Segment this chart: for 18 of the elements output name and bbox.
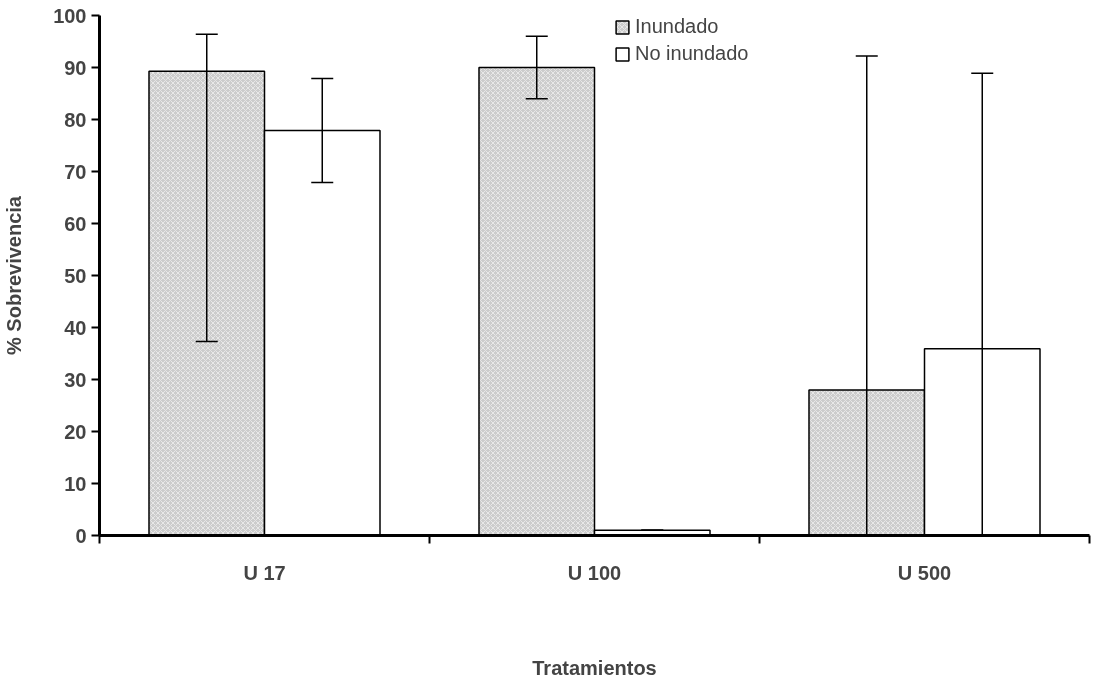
y-tick-label: 30 <box>64 368 87 391</box>
y-tick-label: 0 <box>75 524 87 547</box>
y-tick-label: 100 <box>53 4 87 27</box>
legend-label: No inundado <box>635 42 749 65</box>
y-tick-label: 40 <box>64 316 87 339</box>
y-tick-label: 70 <box>64 160 87 183</box>
y-axis-title: % Sobrevivencia <box>3 195 26 355</box>
legend-label: Inundado <box>635 15 719 38</box>
y-tick-label: 60 <box>64 212 87 235</box>
x-tick-label: U 100 <box>567 561 622 584</box>
y-tick-label: 90 <box>64 56 87 79</box>
y-tick-label: 10 <box>64 472 87 495</box>
y-tick-label: 50 <box>64 264 87 287</box>
y-tick-label: 80 <box>64 108 87 131</box>
x-axis-title: Tratamientos <box>532 656 657 679</box>
x-tick-label: U 500 <box>897 561 952 584</box>
x-tick-label: U 17 <box>243 561 286 584</box>
y-tick-label: 20 <box>64 420 87 443</box>
